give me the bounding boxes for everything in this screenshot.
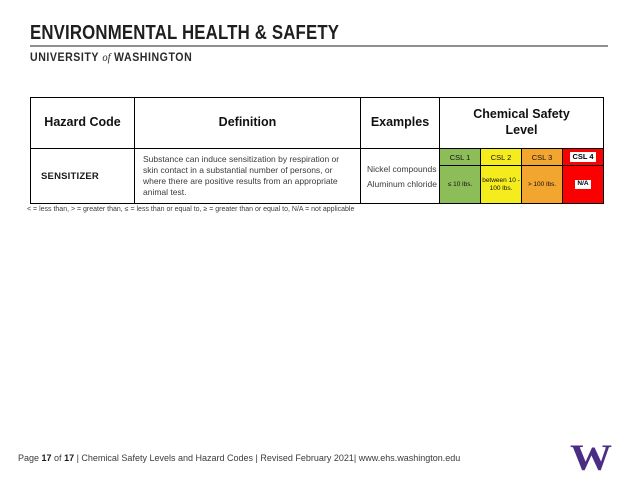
footer-document-info: | Chemical Safety Levels and Hazard Code… xyxy=(74,453,461,463)
col-header-hazard-code: Hazard Code xyxy=(31,98,135,148)
university-word: UNIVERSITY xyxy=(30,52,103,64)
uw-logo: W xyxy=(570,438,612,479)
col-header-examples: Examples xyxy=(361,98,440,148)
washington-word: WASHINGTON xyxy=(110,52,193,64)
csl3-label: CSL 3 xyxy=(522,149,562,166)
header-divider xyxy=(30,45,608,47)
col-header-definition: Definition xyxy=(135,98,361,148)
csl-cells: CSL 1 ≤ 10 lbs. CSL 2 between 10 - 100 l… xyxy=(440,149,603,203)
csl4-value: N/A xyxy=(575,180,591,189)
footer-page-word: Page xyxy=(18,453,42,463)
hazard-code-cell: SENSITIZER xyxy=(31,149,135,203)
csl1-label: CSL 1 xyxy=(440,149,480,166)
hazard-table: Hazard Code Definition Examples Chemical… xyxy=(30,97,604,204)
example-item: Nickel compounds xyxy=(367,163,437,174)
csl2-column: CSL 2 between 10 - 100 lbs. xyxy=(481,149,522,203)
csl2-label: CSL 2 xyxy=(481,149,521,166)
footer-page-total: 17 xyxy=(64,453,75,463)
of-word: of xyxy=(102,52,111,64)
csl4-column: CSL 4 N/A xyxy=(563,149,603,203)
page-footer: Page 17 of 17 | Chemical Safety Levels a… xyxy=(18,453,460,463)
csl3-value: > 100 lbs. xyxy=(527,180,557,188)
footer-page-number: 17 xyxy=(41,453,52,463)
csl1-value: ≤ 10 lbs. xyxy=(447,180,473,188)
example-item: Aluminum chloride xyxy=(367,178,437,189)
page-title: ENVIRONMENTAL HEALTH & SAFETY xyxy=(30,22,340,44)
csl3-column: CSL 3 > 100 lbs. xyxy=(522,149,563,203)
csl1-column: CSL 1 ≤ 10 lbs. xyxy=(440,149,481,203)
definition-cell: Substance can induce sensitization by re… xyxy=(135,149,361,203)
examples-cell: Nickel compounds Aluminum chloride xyxy=(361,149,440,203)
csl2-value: between 10 - 100 lbs. xyxy=(482,176,520,192)
symbol-legend-footnote: < = less than, > = greater than, ≤ = les… xyxy=(27,206,355,213)
footer-of-word: of xyxy=(51,453,65,463)
university-wordmark: UNIVERSITY of WASHINGTON xyxy=(30,52,192,64)
col-header-chemical-safety-level: Chemical Safety Level xyxy=(473,107,570,137)
table-header-row: Hazard Code Definition Examples Chemical… xyxy=(31,98,603,149)
csl4-label: CSL 4 xyxy=(563,149,603,166)
table-row: SENSITIZER Substance can induce sensitiz… xyxy=(31,149,603,203)
